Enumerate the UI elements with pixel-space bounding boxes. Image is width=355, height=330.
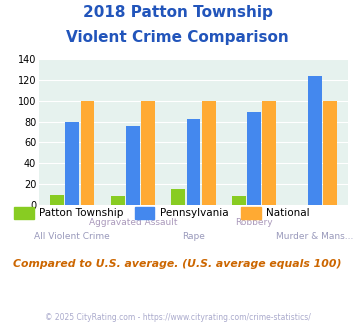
Bar bbox=[141, 101, 155, 205]
Text: Murder & Mans...: Murder & Mans... bbox=[276, 232, 353, 241]
Text: National: National bbox=[266, 208, 310, 218]
Bar bbox=[81, 101, 94, 205]
Bar bbox=[111, 196, 125, 205]
Bar bbox=[232, 196, 246, 205]
Bar bbox=[186, 118, 201, 205]
Text: © 2025 CityRating.com - https://www.cityrating.com/crime-statistics/: © 2025 CityRating.com - https://www.city… bbox=[45, 314, 310, 322]
Text: 2018 Patton Township: 2018 Patton Township bbox=[83, 5, 272, 20]
Bar bbox=[126, 126, 140, 205]
Bar bbox=[323, 101, 337, 205]
Text: Aggravated Assault: Aggravated Assault bbox=[89, 218, 177, 227]
Bar bbox=[247, 112, 261, 205]
Text: Patton Township: Patton Township bbox=[39, 208, 124, 218]
Bar bbox=[50, 195, 64, 205]
Text: Compared to U.S. average. (U.S. average equals 100): Compared to U.S. average. (U.S. average … bbox=[13, 259, 342, 269]
Text: All Violent Crime: All Violent Crime bbox=[34, 232, 110, 241]
Text: Robbery: Robbery bbox=[235, 218, 273, 227]
Bar bbox=[65, 122, 79, 205]
Text: Rape: Rape bbox=[182, 232, 205, 241]
Text: Pennsylvania: Pennsylvania bbox=[160, 208, 228, 218]
Bar bbox=[308, 76, 322, 205]
Bar bbox=[202, 101, 215, 205]
Text: Violent Crime Comparison: Violent Crime Comparison bbox=[66, 30, 289, 45]
Bar bbox=[262, 101, 276, 205]
Bar bbox=[171, 189, 185, 205]
